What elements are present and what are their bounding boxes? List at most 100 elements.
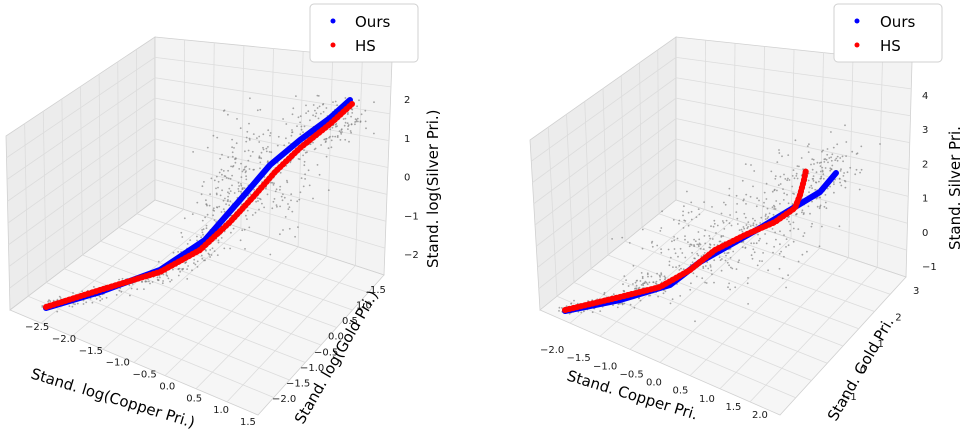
observation-point <box>791 185 794 188</box>
observation-point <box>210 254 213 256</box>
observation-point <box>340 133 343 135</box>
observation-point <box>265 187 267 190</box>
observation-point <box>744 216 747 219</box>
observation-point <box>833 183 835 186</box>
observation-point <box>713 259 716 262</box>
observation-point <box>783 234 785 237</box>
observation-point <box>225 203 228 206</box>
observation-point <box>260 151 263 154</box>
observation-point <box>331 135 334 138</box>
observation-point <box>816 205 819 208</box>
observation-point <box>240 176 243 179</box>
observation-point <box>162 273 165 276</box>
observation-point <box>347 112 349 114</box>
observation-point <box>269 134 271 137</box>
observation-point <box>851 150 854 153</box>
observation-point <box>811 222 813 225</box>
observation-point <box>690 201 693 204</box>
x-tick-labels: −2.0−1.5−1.0−0.50.0 0.5 1.0 1.5 2.0 <box>540 345 768 421</box>
observation-point <box>750 164 752 166</box>
observation-point <box>258 156 261 159</box>
observation-point <box>845 141 848 143</box>
observation-point <box>768 212 771 215</box>
observation-point <box>829 167 832 170</box>
observation-point <box>827 161 829 164</box>
observation-point <box>751 257 754 260</box>
observation-point <box>655 280 658 283</box>
gridline <box>689 247 821 376</box>
observation-point <box>777 184 780 187</box>
observation-point <box>765 242 768 245</box>
observation-point <box>836 155 839 158</box>
observation-point <box>635 288 638 290</box>
observation-point <box>627 285 630 287</box>
observation-point <box>641 275 644 278</box>
observation-point <box>334 123 337 126</box>
gridline <box>848 55 854 258</box>
tick-label: 2 <box>922 159 928 170</box>
observation-point <box>660 248 662 251</box>
observation-point <box>181 236 184 238</box>
observation-point <box>196 239 198 242</box>
tick-label: −1 <box>922 262 937 273</box>
observation-point <box>824 194 827 196</box>
gridline <box>82 254 322 346</box>
observation-point <box>747 221 750 224</box>
legend: Ours HS <box>833 3 943 63</box>
tick-label: −1 <box>404 211 419 222</box>
observation-point <box>237 181 240 184</box>
observation-point <box>682 214 684 217</box>
observation-point <box>232 227 235 230</box>
observation-point <box>673 248 676 250</box>
observation-point <box>282 229 284 231</box>
observation-point <box>342 118 345 120</box>
gridline <box>624 240 859 330</box>
observation-point <box>355 120 358 123</box>
observation-point <box>271 207 274 210</box>
observation-point <box>325 140 327 143</box>
observation-point <box>765 182 768 185</box>
tick-label: −2.5 <box>25 322 49 333</box>
observation-point <box>85 301 88 304</box>
observation-point <box>789 229 792 232</box>
observation-point <box>823 161 826 163</box>
observation-point <box>275 204 278 207</box>
observation-point <box>778 252 781 255</box>
observation-point <box>635 284 638 287</box>
observation-point <box>663 275 666 278</box>
gridline <box>7 97 156 202</box>
observation-point <box>196 266 199 268</box>
observation-point <box>698 242 701 245</box>
observation-point <box>713 243 716 246</box>
observation-point <box>774 175 777 178</box>
observation-point <box>811 168 814 171</box>
tick-label: −0.5 <box>133 370 157 381</box>
observation-point <box>775 238 777 241</box>
observation-point <box>558 306 561 309</box>
observation-point <box>313 148 316 151</box>
observation-point <box>276 144 279 147</box>
observation-point <box>773 245 775 248</box>
observation-point <box>750 242 753 245</box>
observation-point <box>823 205 826 208</box>
observation-point <box>752 185 754 188</box>
observation-point <box>200 254 203 257</box>
observation-point <box>697 208 700 211</box>
observation-point <box>801 209 804 212</box>
observation-point <box>358 99 360 102</box>
observation-point <box>239 239 242 242</box>
observation-point <box>222 208 225 211</box>
observation-point <box>839 170 842 172</box>
observation-point <box>720 212 723 215</box>
observation-point <box>820 161 822 164</box>
observation-point <box>679 247 682 250</box>
observation-point <box>840 168 842 171</box>
observation-point <box>41 305 44 307</box>
observation-point <box>797 228 800 231</box>
observation-point <box>251 214 254 216</box>
observation-point <box>794 139 797 142</box>
observation-point <box>252 133 255 136</box>
observation-point <box>343 124 346 127</box>
observation-point <box>687 241 689 244</box>
